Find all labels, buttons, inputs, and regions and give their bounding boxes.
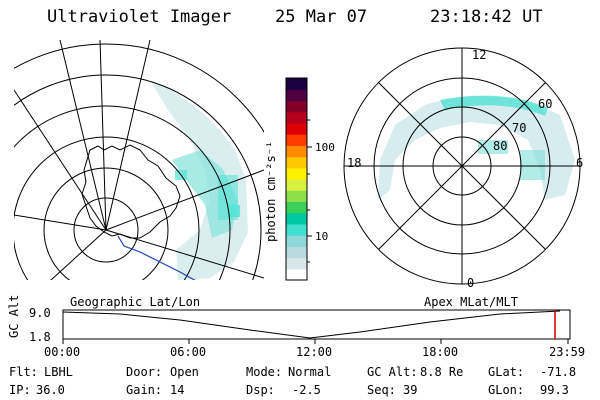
mlt-label-0: 0 — [467, 276, 475, 290]
aurora-emission-left — [150, 80, 248, 280]
footer-gcalt-value: 8.8 Re — [420, 365, 464, 379]
geographic-map — [14, 40, 264, 280]
colorbar-segment — [286, 100, 307, 113]
colorbar-segment — [286, 89, 307, 102]
instrument-title: Ultraviolet Imager — [47, 7, 232, 27]
timeline-x-tick-1800: 18:00 — [422, 345, 459, 359]
colorbar-segment — [286, 78, 307, 90]
orbit-track — [117, 235, 196, 280]
colorbar-segment — [286, 201, 307, 214]
footer-gain-key: Gain: — [126, 383, 163, 397]
timeline-x-tick-0000: 00:00 — [44, 345, 81, 359]
footer-glon-value: 99.3 — [540, 383, 569, 397]
right-map-label: Apex MLat/MLT — [424, 295, 518, 309]
lat-label-80: 80 — [493, 139, 508, 153]
footer-flt-value: LBHL — [44, 365, 73, 379]
colorbar-tick-100: 100 — [315, 141, 335, 154]
aurora-emission-right — [378, 96, 575, 200]
colorbar-segment — [286, 122, 307, 135]
colorbar-segment — [286, 268, 307, 281]
footer-door-key: Door: — [126, 365, 163, 379]
colorbar-segment — [286, 212, 307, 225]
footer-mode-value: Normal — [288, 365, 332, 379]
colorbar-unit-label: photon cm⁻²s⁻¹ — [264, 140, 278, 242]
lat-label-70: 70 — [512, 121, 527, 135]
footer-dsp-key: Dsp: — [246, 383, 275, 397]
footer-seq-value: 39 — [403, 383, 418, 397]
timeline-x-tick-0600: 06:00 — [170, 345, 207, 359]
altitude-timeline — [62, 309, 571, 344]
colorbar-segment — [286, 145, 307, 158]
magnetic-map — [343, 47, 581, 285]
footer-glat-value: -71.8 — [540, 365, 577, 379]
altitude-curve — [62, 310, 561, 339]
footer-gcalt-key: GC Alt: — [367, 365, 418, 379]
lat-label-60: 60 — [538, 97, 553, 111]
mlt-label-6: 6 — [576, 156, 584, 170]
colorbar-segment — [286, 223, 307, 236]
continent-coastline — [81, 144, 181, 239]
footer-door-value: Open — [170, 365, 199, 379]
footer-glon-key: GLon: — [488, 383, 525, 397]
timeline-x-tick-2359: 23:59 — [549, 345, 586, 359]
latitude-circles — [14, 43, 264, 280]
footer-gain-value: 14 — [170, 383, 185, 397]
colorbar-segment — [286, 257, 307, 270]
timeline-y-tick-9: 9.0 — [29, 306, 51, 320]
time-label: 23:18:42 UT — [430, 7, 543, 27]
mlt-label-12: 12 — [472, 48, 487, 62]
footer-ip-value: 36.0 — [36, 383, 65, 397]
colorbar-segment — [286, 134, 307, 146]
left-map-label: Geographic Lat/Lon — [70, 295, 201, 309]
colorbar-segment — [286, 235, 307, 247]
footer-seq-key: Seq: — [367, 383, 396, 397]
colorbar — [285, 77, 312, 281]
colorbar-segment — [286, 190, 307, 203]
date-label: 25 Mar 07 — [275, 7, 368, 27]
colorbar-segment — [286, 156, 307, 169]
colorbar-segment — [286, 167, 307, 180]
footer-mode-key: Mode: — [246, 365, 283, 379]
footer-flt-key: Flt: — [9, 365, 38, 379]
footer-glat-key: GLat: — [488, 365, 525, 379]
mlt-label-18: 18 — [347, 156, 362, 170]
footer-dsp-value: -2.5 — [292, 383, 321, 397]
colorbar-segment — [286, 111, 307, 124]
colorbar-segment — [286, 246, 307, 259]
meridian-lines — [14, 40, 264, 280]
footer-ip-key: IP: — [9, 383, 31, 397]
colorbar-tick-10: 10 — [315, 230, 329, 243]
timeline-x-tick-1200: 12:00 — [296, 345, 333, 359]
timeline-y-tick-1-8: 1.8 — [29, 330, 51, 344]
colorbar-segment — [286, 179, 307, 191]
timeline-axis-label: GC Alt — [7, 294, 21, 338]
